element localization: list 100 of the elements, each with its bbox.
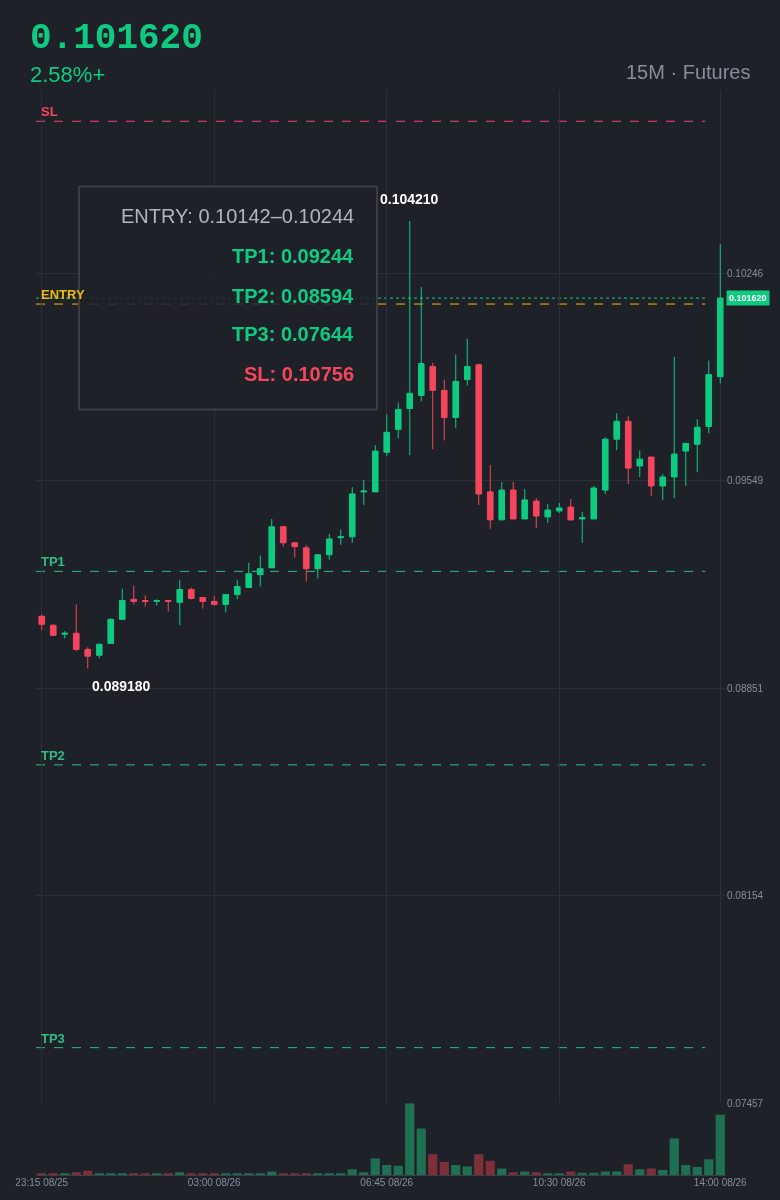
candlestick xyxy=(532,497,540,529)
candlestick xyxy=(72,603,80,652)
y-tick-label: 0.09549 xyxy=(727,475,764,487)
candlestick xyxy=(567,498,575,522)
chart-title: 0.101620 xyxy=(30,18,203,59)
candlestick xyxy=(233,579,241,600)
annotation: 0.104210 xyxy=(380,191,439,207)
ref-line-label: ENTRY xyxy=(41,287,85,302)
bar xyxy=(623,1164,633,1175)
bar xyxy=(589,1172,599,1175)
candlestick xyxy=(325,533,333,561)
candlestick xyxy=(107,617,115,644)
candlestick xyxy=(590,485,598,520)
candlestick xyxy=(95,642,103,659)
candlestick xyxy=(544,503,552,524)
candlestick xyxy=(256,555,264,588)
bar xyxy=(416,1128,426,1175)
ref-line-label: TP1 xyxy=(41,554,65,569)
candlestick xyxy=(394,402,402,439)
chart-subtitle: 2.58%+ xyxy=(30,62,106,87)
candlestick xyxy=(463,338,471,387)
x-tick-label: 14:00 08/26 xyxy=(693,1177,748,1188)
bar xyxy=(451,1164,461,1175)
candlestick xyxy=(61,630,69,639)
candlestick xyxy=(187,586,195,600)
bar xyxy=(175,1172,185,1175)
candlestick xyxy=(716,243,724,385)
bar xyxy=(359,1172,369,1175)
candlestick xyxy=(601,436,609,495)
candlestick xyxy=(659,473,667,501)
candlestick xyxy=(452,354,460,429)
bar xyxy=(405,1103,415,1175)
annotation: TP3: 0.07644 xyxy=(232,323,355,345)
bar xyxy=(428,1154,438,1175)
candlestick xyxy=(682,442,690,487)
bar xyxy=(267,1171,277,1175)
x-tick-label: 06:45 08/26 xyxy=(360,1177,414,1188)
candlestick xyxy=(693,418,701,473)
candlestick xyxy=(84,646,92,669)
candlestick xyxy=(118,588,126,620)
candlestick xyxy=(486,464,494,530)
candlestick xyxy=(49,623,57,637)
bar xyxy=(497,1168,507,1175)
bar xyxy=(531,1172,541,1175)
bar xyxy=(612,1171,622,1175)
candlestick xyxy=(153,598,161,607)
candlestick xyxy=(383,413,391,457)
bar xyxy=(692,1167,702,1175)
candlestick xyxy=(613,412,621,451)
candlestick xyxy=(38,614,46,631)
annotation: TP2: 0.08594 xyxy=(232,285,355,307)
bar xyxy=(566,1171,576,1175)
bar xyxy=(439,1162,449,1175)
candlestick xyxy=(337,529,345,546)
bar xyxy=(646,1168,656,1175)
text: 15M · Futures xyxy=(626,61,751,83)
candlestick xyxy=(199,597,207,610)
bar xyxy=(485,1160,495,1175)
candlestick xyxy=(578,511,586,544)
candlestick xyxy=(509,481,517,520)
bar xyxy=(577,1172,587,1175)
bar xyxy=(71,1172,81,1175)
ref-line-label: 0.101620 xyxy=(729,293,767,303)
candlestick xyxy=(279,525,287,548)
y-tick-label: 0.08851 xyxy=(727,682,764,694)
bar xyxy=(715,1114,725,1175)
bar xyxy=(83,1170,93,1175)
bar xyxy=(658,1169,668,1175)
candlestick xyxy=(130,585,138,605)
candlestick xyxy=(222,594,230,613)
candlestick xyxy=(521,488,529,520)
y-tick-label: 0.08154 xyxy=(727,890,764,902)
ref-line-label: SL xyxy=(41,104,58,119)
annotation: TP1: 0.09244 xyxy=(232,245,355,267)
bar xyxy=(393,1165,403,1175)
bar xyxy=(508,1172,518,1175)
bar xyxy=(370,1158,380,1175)
candlestick xyxy=(498,481,506,521)
candlestick xyxy=(705,360,713,434)
bar xyxy=(669,1138,679,1175)
annotation: SL: 0.10756 xyxy=(244,363,355,385)
candlestick xyxy=(624,415,632,485)
x-tick-label: 03:00 08/26 xyxy=(187,1177,242,1188)
bar xyxy=(600,1171,610,1175)
candlestick xyxy=(348,486,356,544)
bar xyxy=(474,1154,484,1175)
candlestick xyxy=(475,363,483,506)
x-tick-label: 23:15 08/25 xyxy=(15,1177,69,1188)
annotation: ENTRY: 0.10142–0.10244 xyxy=(121,205,355,227)
y-tick-label: 0.07457 xyxy=(727,1097,764,1109)
ref-line-label: TP3 xyxy=(41,1031,65,1046)
candlestick xyxy=(268,518,276,569)
candlestick xyxy=(429,362,437,450)
candlestick xyxy=(360,479,368,506)
candlestick xyxy=(141,594,149,607)
candlestick xyxy=(555,502,563,514)
candlestick xyxy=(176,579,184,626)
candlestick xyxy=(245,562,253,588)
bar xyxy=(704,1159,714,1175)
annotation: 0.089180 xyxy=(92,678,151,694)
